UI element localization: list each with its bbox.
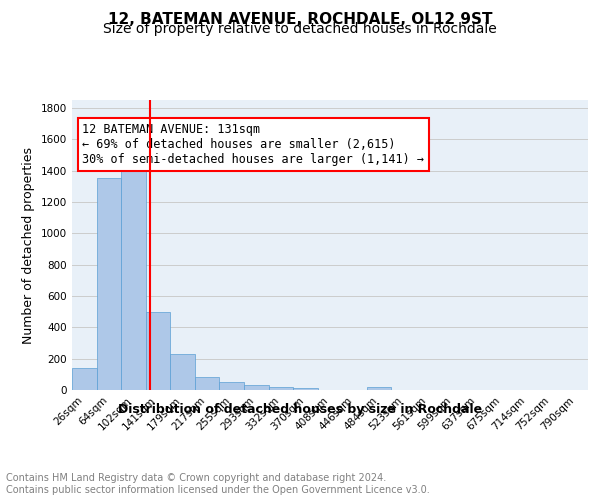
Bar xyxy=(97,178,121,390)
Y-axis label: Number of detached properties: Number of detached properties xyxy=(22,146,35,344)
Text: Contains HM Land Registry data © Crown copyright and database right 2024.
Contai: Contains HM Land Registry data © Crown c… xyxy=(6,474,430,495)
Text: 12 BATEMAN AVENUE: 131sqm
← 69% of detached houses are smaller (2,615)
30% of se: 12 BATEMAN AVENUE: 131sqm ← 69% of detac… xyxy=(82,123,424,166)
Bar xyxy=(146,312,170,390)
Bar xyxy=(293,388,318,390)
Text: Size of property relative to detached houses in Rochdale: Size of property relative to detached ho… xyxy=(103,22,497,36)
Bar xyxy=(195,376,220,390)
Bar xyxy=(244,386,269,390)
Bar xyxy=(367,387,391,390)
Bar xyxy=(220,382,244,390)
Bar xyxy=(121,168,146,390)
Text: Distribution of detached houses by size in Rochdale: Distribution of detached houses by size … xyxy=(118,402,482,415)
Bar xyxy=(170,354,195,390)
Bar xyxy=(269,386,293,390)
Text: 12, BATEMAN AVENUE, ROCHDALE, OL12 9ST: 12, BATEMAN AVENUE, ROCHDALE, OL12 9ST xyxy=(108,12,492,28)
Bar xyxy=(72,368,97,390)
